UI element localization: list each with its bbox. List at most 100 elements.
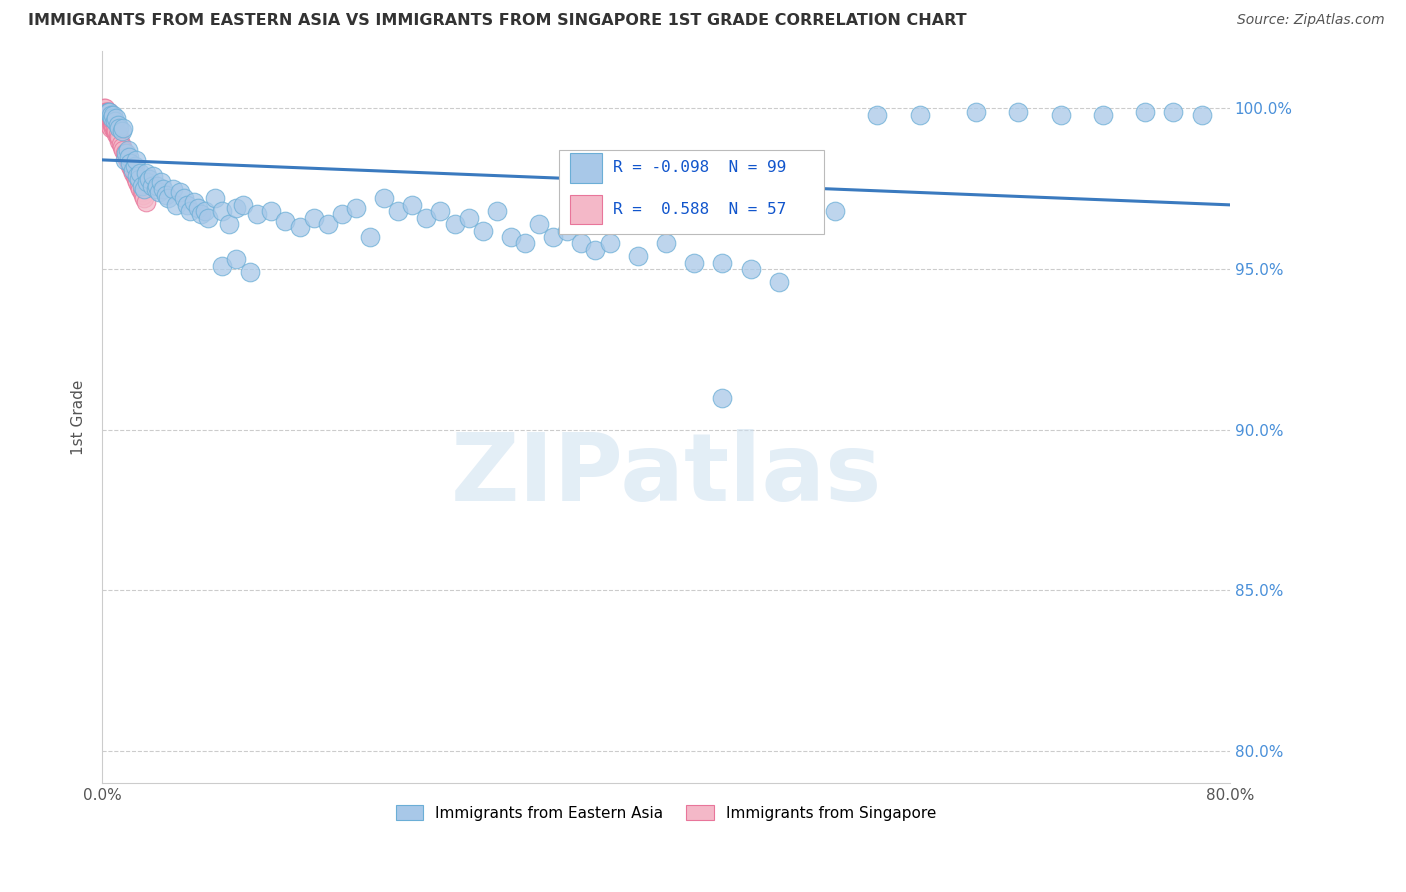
Point bbox=[94, 108, 117, 122]
Point bbox=[114, 146, 136, 161]
Point bbox=[146, 178, 169, 193]
Point bbox=[105, 111, 128, 125]
Point bbox=[599, 236, 621, 251]
Point bbox=[824, 204, 846, 219]
Point bbox=[443, 217, 465, 231]
FancyBboxPatch shape bbox=[569, 195, 602, 224]
Point bbox=[429, 204, 451, 219]
Text: R = -0.098  N = 99: R = -0.098 N = 99 bbox=[613, 161, 786, 176]
Point bbox=[197, 211, 219, 225]
Point bbox=[204, 191, 226, 205]
Point bbox=[118, 156, 141, 170]
Point bbox=[157, 191, 180, 205]
Point bbox=[152, 182, 174, 196]
Point bbox=[117, 143, 139, 157]
Point bbox=[93, 104, 115, 119]
Point bbox=[131, 185, 153, 199]
Point bbox=[110, 136, 132, 151]
Point bbox=[121, 162, 143, 177]
FancyBboxPatch shape bbox=[558, 150, 824, 234]
Point bbox=[190, 207, 212, 221]
Point bbox=[100, 114, 122, 128]
Point bbox=[103, 114, 125, 128]
Point bbox=[585, 243, 607, 257]
Point bbox=[415, 211, 437, 225]
Point bbox=[132, 188, 155, 202]
Point bbox=[124, 159, 146, 173]
Point bbox=[134, 191, 156, 205]
Point bbox=[120, 156, 142, 170]
Point bbox=[225, 201, 247, 215]
Point bbox=[125, 172, 148, 186]
Point bbox=[131, 178, 153, 193]
Point bbox=[98, 104, 121, 119]
Point bbox=[211, 204, 233, 219]
Point bbox=[94, 111, 117, 125]
Point bbox=[122, 166, 145, 180]
Point bbox=[100, 108, 122, 122]
Point bbox=[138, 172, 160, 186]
Point bbox=[260, 204, 283, 219]
FancyBboxPatch shape bbox=[569, 153, 602, 183]
Point bbox=[225, 252, 247, 267]
Point bbox=[141, 178, 163, 193]
Point bbox=[274, 214, 297, 228]
Point bbox=[93, 108, 115, 122]
Point bbox=[103, 108, 125, 122]
Point bbox=[105, 124, 128, 138]
Point bbox=[344, 201, 367, 215]
Point bbox=[118, 150, 141, 164]
Point bbox=[98, 104, 121, 119]
Point bbox=[555, 223, 578, 237]
Point bbox=[683, 255, 706, 269]
Point bbox=[232, 198, 254, 212]
Point bbox=[129, 182, 152, 196]
Point bbox=[96, 108, 118, 122]
Text: Source: ZipAtlas.com: Source: ZipAtlas.com bbox=[1237, 13, 1385, 28]
Point bbox=[485, 204, 508, 219]
Point bbox=[129, 166, 152, 180]
Y-axis label: 1st Grade: 1st Grade bbox=[72, 379, 86, 455]
Point bbox=[103, 120, 125, 135]
Point bbox=[740, 262, 762, 277]
Point bbox=[112, 120, 135, 135]
Point bbox=[1191, 108, 1213, 122]
Text: IMMIGRANTS FROM EASTERN ASIA VS IMMIGRANTS FROM SINGAPORE 1ST GRADE CORRELATION : IMMIGRANTS FROM EASTERN ASIA VS IMMIGRAN… bbox=[28, 13, 967, 29]
Point bbox=[124, 169, 146, 183]
Point bbox=[135, 166, 157, 180]
Point bbox=[98, 108, 121, 122]
Point bbox=[239, 265, 262, 279]
Point bbox=[148, 185, 170, 199]
Point bbox=[527, 217, 550, 231]
Point bbox=[768, 275, 790, 289]
Point bbox=[93, 102, 115, 116]
Point bbox=[100, 120, 122, 135]
Point bbox=[401, 198, 423, 212]
Point bbox=[288, 220, 311, 235]
Point bbox=[387, 204, 409, 219]
Point bbox=[101, 118, 124, 132]
Point bbox=[97, 104, 120, 119]
Point bbox=[98, 111, 121, 125]
Point bbox=[173, 191, 195, 205]
Point bbox=[108, 130, 131, 145]
Point bbox=[112, 143, 135, 157]
Point bbox=[128, 172, 150, 186]
Point bbox=[96, 104, 118, 119]
Point bbox=[97, 114, 120, 128]
Point bbox=[165, 198, 187, 212]
Point bbox=[97, 111, 120, 125]
Point bbox=[246, 207, 269, 221]
Point bbox=[155, 188, 177, 202]
Point bbox=[107, 127, 129, 141]
Point bbox=[96, 111, 118, 125]
Point bbox=[302, 211, 325, 225]
Point bbox=[499, 230, 522, 244]
Point bbox=[179, 204, 201, 219]
Point bbox=[108, 120, 131, 135]
Point bbox=[98, 118, 121, 132]
Point bbox=[187, 201, 209, 215]
Point bbox=[104, 124, 127, 138]
Point bbox=[100, 111, 122, 125]
Point bbox=[107, 118, 129, 132]
